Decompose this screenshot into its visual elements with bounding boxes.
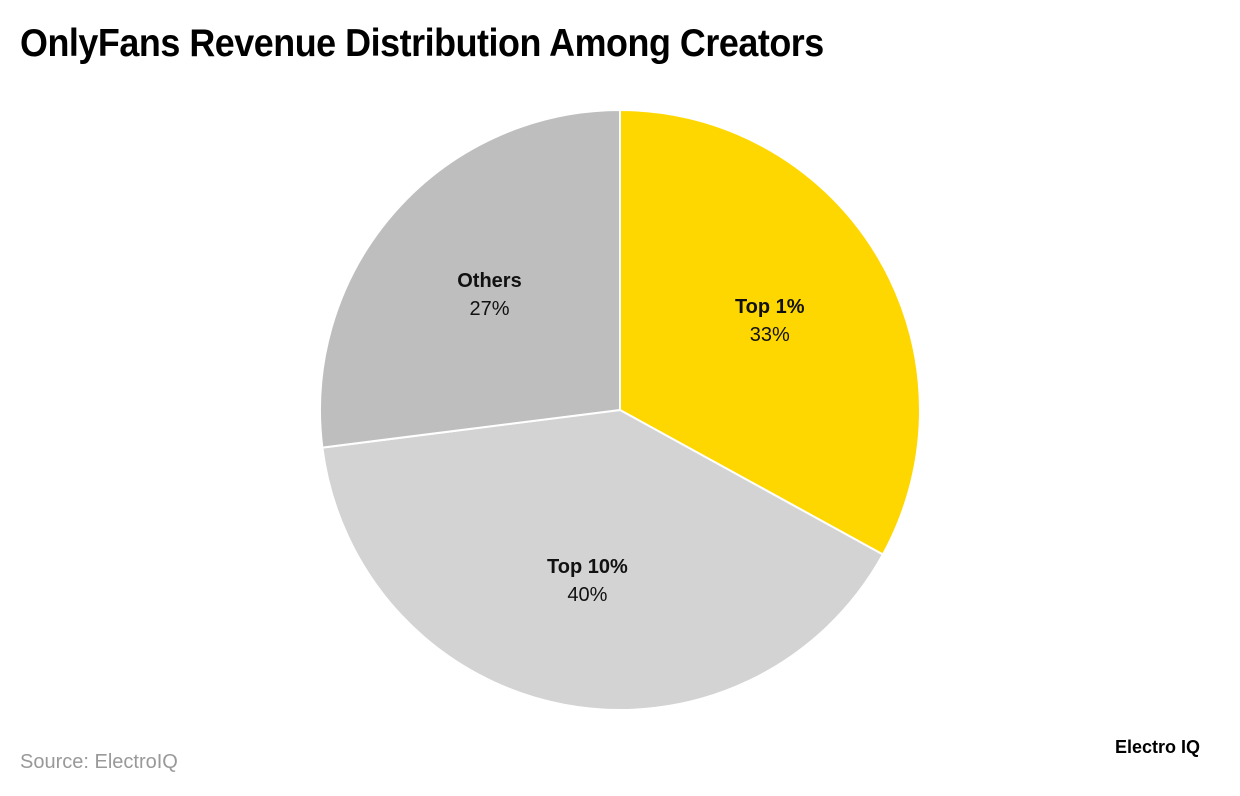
- slice-top-1: [619, 108, 921, 556]
- slice-others: [319, 108, 621, 449]
- slice-label-others: Others 27%: [457, 269, 522, 320]
- chart-title: OnlyFans Revenue Distribution Among Crea…: [20, 22, 824, 65]
- brand-logo: Electro IQ: [1114, 737, 1200, 757]
- slice-label-top-1: Top 1% 33%: [734, 296, 805, 347]
- source-note: Source: ElectroIQ: [20, 751, 178, 773]
- slice-label-top-10: Top 10% 40%: [547, 555, 628, 606]
- slice-top-10: [321, 408, 885, 711]
